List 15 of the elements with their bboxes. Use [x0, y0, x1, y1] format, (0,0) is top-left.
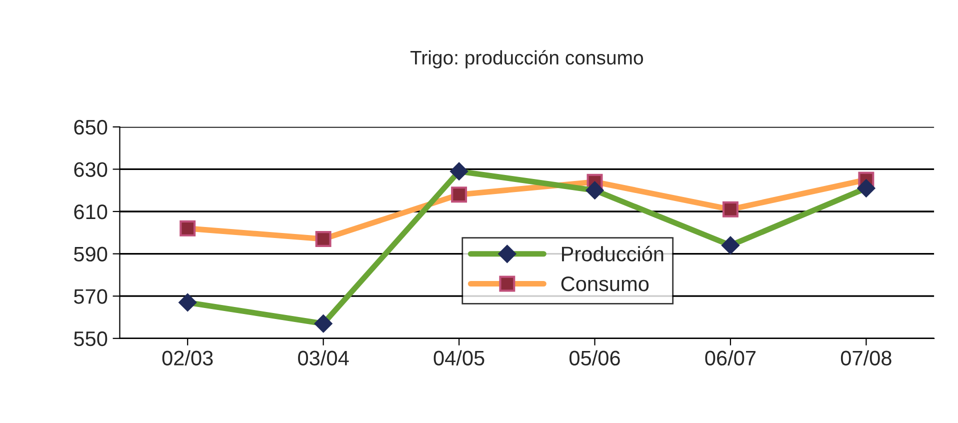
legend-label: Consumo	[561, 276, 649, 292]
x-tick-label: 03/04	[298, 350, 349, 366]
y-tick-label: 630	[74, 162, 108, 177]
y-tick-label: 650	[74, 120, 108, 135]
y-tick-label: 570	[74, 289, 108, 304]
legend-label: Producción	[562, 246, 664, 262]
y-tick-label: 610	[74, 204, 108, 220]
y-tick-label: 590	[74, 246, 108, 262]
x-tick-label: 04/05	[434, 350, 484, 366]
x-tick-label: 05/06	[570, 350, 620, 366]
x-tick-label: 07/08	[840, 350, 892, 366]
x-tick-label: 06/07	[705, 350, 756, 366]
y-tick-label: 550	[74, 331, 108, 346]
x-tick-label: 02/03	[162, 350, 213, 366]
chart-title: Trigo: producción consumo	[410, 50, 643, 68]
